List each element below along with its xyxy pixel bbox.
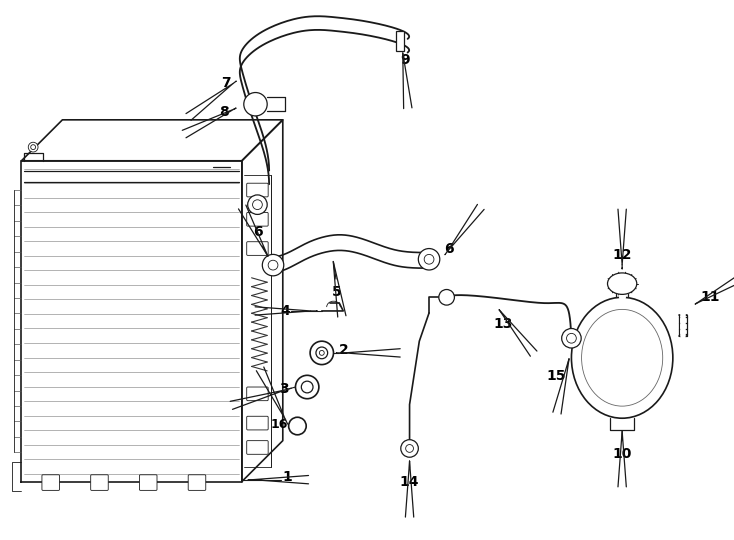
Circle shape [31,145,35,150]
Text: 6: 6 [254,225,264,239]
Text: 5: 5 [332,285,341,299]
Circle shape [316,347,327,359]
Text: 7: 7 [222,76,231,90]
Circle shape [252,200,262,210]
FancyBboxPatch shape [247,212,268,226]
FancyBboxPatch shape [247,242,268,255]
Circle shape [29,142,38,152]
Circle shape [401,440,418,457]
Text: 11: 11 [700,291,719,305]
FancyBboxPatch shape [247,441,268,454]
Circle shape [268,260,278,270]
Text: 10: 10 [612,448,632,462]
Text: 16: 16 [270,417,288,430]
FancyBboxPatch shape [91,475,108,490]
Circle shape [439,289,454,305]
FancyBboxPatch shape [247,416,268,430]
Text: 2: 2 [339,343,349,357]
Text: 13: 13 [493,317,513,331]
Text: 3: 3 [279,382,288,396]
Circle shape [302,381,313,393]
Circle shape [406,444,413,453]
Text: 4: 4 [281,304,291,318]
Ellipse shape [572,298,673,418]
Text: 15: 15 [546,369,566,383]
Text: 6: 6 [443,241,454,255]
Circle shape [310,341,333,365]
Text: 1: 1 [283,470,293,484]
Text: 12: 12 [612,248,632,262]
Circle shape [567,333,576,343]
Circle shape [244,92,267,116]
Circle shape [262,254,284,276]
FancyBboxPatch shape [247,183,268,197]
Bar [21,161,241,482]
Circle shape [418,248,440,270]
Circle shape [247,195,267,214]
FancyBboxPatch shape [42,475,59,490]
FancyBboxPatch shape [247,387,268,401]
Text: 14: 14 [400,475,419,489]
Circle shape [562,328,581,348]
Text: 8: 8 [219,105,229,119]
Circle shape [424,254,434,264]
FancyBboxPatch shape [139,475,157,490]
Circle shape [288,417,306,435]
Circle shape [296,375,319,399]
Text: 9: 9 [400,53,410,67]
Ellipse shape [608,273,637,294]
FancyBboxPatch shape [188,475,206,490]
Ellipse shape [581,309,663,406]
Bar [396,31,404,51]
Circle shape [319,350,324,355]
